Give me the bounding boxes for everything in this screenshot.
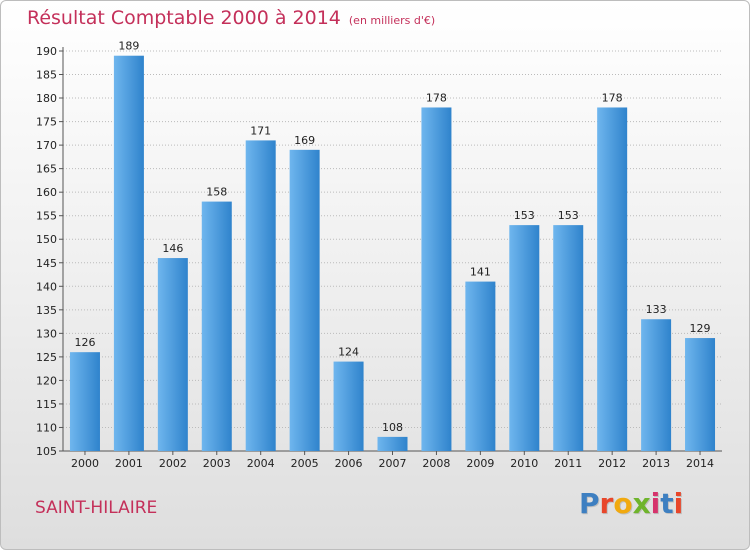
bar <box>245 140 276 452</box>
bar <box>377 436 408 451</box>
bar <box>69 352 100 451</box>
town-name: SAINT-HILAIRE <box>35 498 158 518</box>
y-tick-label: 135 <box>36 304 57 317</box>
value-labels: 126 189 146 158 171 169 124 108 178 141 153 153 178 1… <box>74 40 710 434</box>
x-tick-label: 2006 <box>335 457 363 470</box>
logo-letter: t <box>660 487 674 520</box>
x-tick-label: 2001 <box>115 457 143 470</box>
bar <box>201 201 232 451</box>
bar-value-label: 189 <box>118 40 139 53</box>
y-tick-label: 130 <box>36 327 57 340</box>
x-tick-label: 2004 <box>247 457 275 470</box>
x-tick-label: 2013 <box>642 457 670 470</box>
proxiti-logo[interactable]: Proxiti <box>579 487 683 520</box>
y-tick-labels: 105 110 115 120 125 130 135 140 145 150 155 160 165 1… <box>36 45 57 458</box>
logo-letter: o <box>613 487 633 520</box>
bar-value-label: 108 <box>382 421 403 434</box>
x-tick-label: 2012 <box>598 457 626 470</box>
bar-value-label: 141 <box>470 266 491 279</box>
logo-letter: r <box>599 487 614 520</box>
bar-value-label: 169 <box>294 134 315 147</box>
x-tick-label: 2010 <box>510 457 538 470</box>
y-tick-label: 145 <box>36 257 57 270</box>
y-tick-label: 115 <box>36 398 57 411</box>
bar-value-label: 153 <box>558 209 579 222</box>
bar <box>597 107 628 452</box>
bar <box>685 338 716 451</box>
y-tick-label: 170 <box>36 139 57 152</box>
bar <box>465 281 496 451</box>
y-tick-label: 160 <box>36 186 57 199</box>
x-tick-label: 2002 <box>159 457 187 470</box>
bar <box>289 149 320 451</box>
x-tick-label: 2003 <box>203 457 231 470</box>
bar-value-label: 153 <box>514 209 535 222</box>
x-tick-label: 2011 <box>554 457 582 470</box>
chart-subtitle: (en milliers d'€) <box>348 14 436 27</box>
logo-letter: x <box>632 487 651 520</box>
x-tick-label: 2000 <box>71 457 99 470</box>
y-tick-label: 120 <box>36 374 57 387</box>
bars <box>69 55 716 452</box>
bar <box>333 361 364 451</box>
bar-value-label: 158 <box>206 186 227 199</box>
bar-value-label: 124 <box>338 346 359 359</box>
y-tick-label: 105 <box>36 445 57 458</box>
bar <box>641 319 672 451</box>
chart-title: Résultat Comptable 2000 à 2014 (en millie… <box>27 7 435 29</box>
bar <box>157 258 188 451</box>
logo-letter: i <box>673 487 684 520</box>
y-tick-label: 190 <box>36 45 57 58</box>
y-tick-label: 140 <box>36 280 57 293</box>
x-tick-labels: 2000 2001 2002 2003 2004 2005 2006 2007 2008 2009… <box>71 457 714 470</box>
bar <box>553 225 584 451</box>
bar <box>509 225 540 451</box>
bar <box>113 55 144 452</box>
bar-value-label: 129 <box>690 322 711 335</box>
bar-value-label: 126 <box>74 336 95 349</box>
y-tick-label: 165 <box>36 163 57 176</box>
x-tick-label: 2014 <box>686 457 714 470</box>
logo-letter: P <box>579 487 600 520</box>
y-tick-label: 180 <box>36 92 57 105</box>
y-tick-label: 155 <box>36 210 57 223</box>
bar-value-label: 178 <box>426 91 447 104</box>
chart-title-text: Résultat Comptable 2000 à 2014 <box>27 7 341 29</box>
x-tick-label: 2007 <box>379 457 407 470</box>
y-tick-label: 150 <box>36 233 57 246</box>
bar-value-label: 146 <box>162 242 183 255</box>
x-tick-label: 2009 <box>466 457 494 470</box>
y-tick-label: 185 <box>36 69 57 82</box>
x-tick-label: 2005 <box>291 457 319 470</box>
y-tick-label: 175 <box>36 116 57 129</box>
bar-value-label: 178 <box>602 91 623 104</box>
bar-value-label: 171 <box>250 124 271 137</box>
bar-value-label: 133 <box>646 303 667 316</box>
x-tick-label: 2008 <box>422 457 450 470</box>
y-tick-label: 125 <box>36 351 57 364</box>
y-tick-label: 110 <box>36 421 57 434</box>
logo-letter: i <box>650 487 661 520</box>
bar <box>421 107 452 452</box>
